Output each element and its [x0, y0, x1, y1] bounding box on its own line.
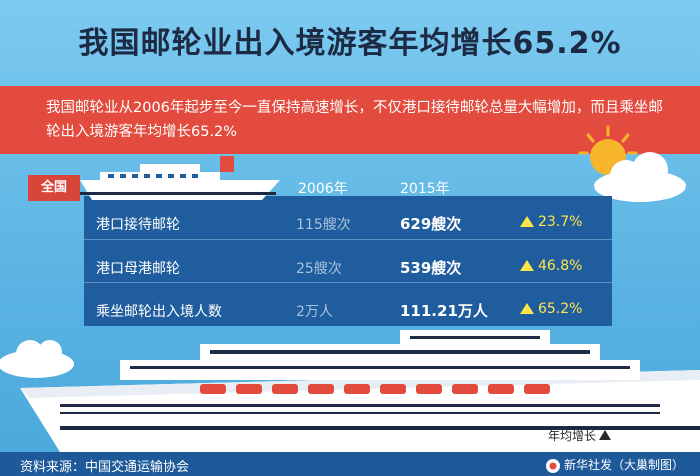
cloud-icon: [594, 152, 686, 202]
xinhua-logo-icon: [546, 459, 560, 473]
growth-value: 65.2%: [538, 301, 583, 317]
row-label: 港口母港邮轮: [96, 261, 180, 277]
page-title: 我国邮轮业出入境游客年均增长65.2%: [78, 26, 622, 61]
row-growth: 65.2%: [520, 301, 582, 317]
up-triangle-icon: [520, 303, 534, 314]
growth-legend: 年均增长: [548, 427, 612, 444]
up-triangle-icon: [599, 430, 612, 440]
row-growth: 46.8%: [520, 258, 582, 274]
row-label: 港口接待邮轮: [96, 217, 180, 233]
intro-banner: [0, 86, 700, 154]
row-growth: 23.7%: [520, 214, 582, 230]
row-value-2015: 539艘次: [400, 259, 462, 277]
cloud-icon: [0, 340, 74, 378]
footer-bar: [0, 452, 700, 476]
cruise-ship-illustration: [20, 330, 700, 452]
row-value-2015: 629艘次: [400, 215, 462, 233]
intro-text: 我国邮轮业从2006年起步至今一直保持高速增长，不仅港口接待邮轮总量大幅增加，而…: [46, 100, 663, 140]
credit-text: 新华社发（大巢制图）: [564, 458, 685, 472]
row-label: 乘坐邮轮出入境人数: [96, 304, 222, 320]
row-divider: [84, 239, 612, 240]
row-divider: [84, 282, 612, 283]
growth-value: 23.7%: [538, 214, 583, 230]
header-2006: 2006年: [298, 181, 348, 197]
up-triangle-icon: [520, 216, 534, 227]
row-value-2006: 25艘次: [296, 261, 342, 277]
source-note: 资料来源：中国交通运输协会: [20, 460, 190, 475]
scope-tag: 全国: [28, 175, 80, 201]
growth-value: 46.8%: [538, 258, 583, 274]
small-ship-icon: [80, 156, 280, 200]
row-value-2006: 2万人: [296, 304, 333, 320]
row-value-2015: 111.21万人: [400, 302, 488, 320]
up-triangle-icon: [520, 260, 534, 271]
row-value-2006: 115艘次: [296, 217, 351, 233]
legend-label: 年均增长: [548, 429, 597, 443]
header-2015: 2015年: [400, 181, 450, 197]
